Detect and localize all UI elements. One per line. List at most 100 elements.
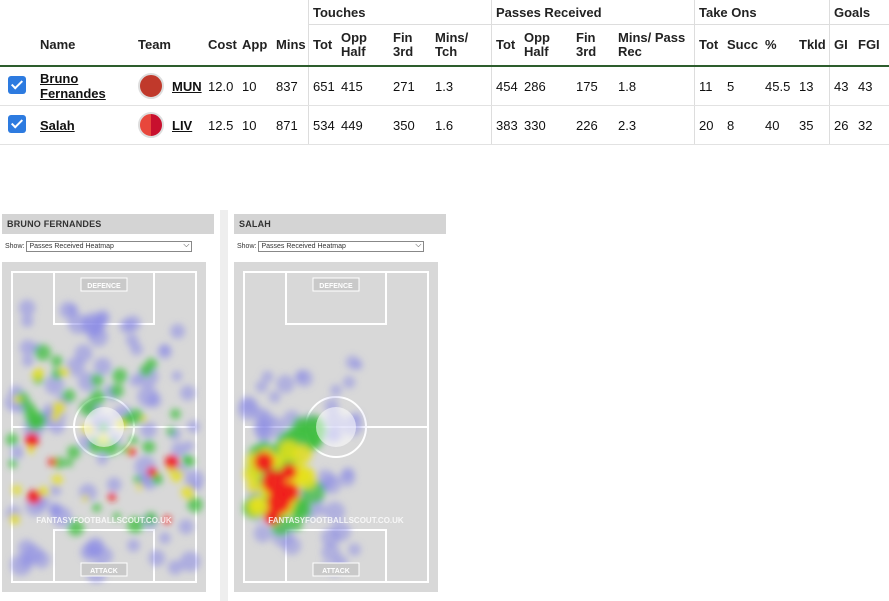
heat-spot	[128, 448, 136, 456]
mins-cell: 837	[272, 66, 309, 106]
heat-spot	[112, 512, 121, 521]
heat-spot	[10, 445, 25, 459]
col-passes-opp-half[interactable]: Opp Half	[520, 24, 572, 67]
heat-spot	[12, 485, 22, 495]
col-takeons-tot[interactable]: Tot	[694, 24, 723, 67]
heat-spot	[120, 445, 130, 454]
heatmap-type-select[interactable]: Passes Received Heatmap	[258, 240, 425, 252]
heat-spot	[167, 560, 183, 575]
heat-spot	[170, 408, 181, 420]
player-name-link[interactable]: Salah	[40, 117, 75, 133]
passes-tot-cell: 383	[491, 105, 520, 145]
defence-label: DEFENCE	[319, 283, 353, 290]
heat-spot	[171, 370, 183, 382]
heat-spot	[330, 384, 342, 396]
heat-spot	[145, 358, 158, 370]
col-fgi[interactable]: FGI	[854, 24, 889, 67]
touches-opp-half-cell: 415	[337, 66, 389, 106]
heat-spot	[166, 426, 176, 436]
col-tackled[interactable]: Tkld	[795, 24, 830, 67]
heat-spot	[34, 344, 51, 361]
col-gi[interactable]: GI	[829, 24, 854, 67]
heat-spot	[165, 455, 179, 469]
row-checkbox[interactable]	[8, 75, 26, 94]
heat-spot	[48, 458, 56, 466]
cost-cell: 12.5	[204, 105, 238, 145]
player-comparison-table: Touches Passes Received Take Ons Goals N…	[0, 0, 889, 145]
heat-spot	[137, 385, 159, 408]
heat-spot	[279, 482, 299, 502]
takeons-pct-cell: 40	[761, 105, 795, 145]
heat-spot	[22, 355, 34, 367]
row-checkbox[interactable]	[8, 114, 26, 133]
col-mins[interactable]: Mins	[272, 24, 309, 67]
heat-spot	[288, 517, 303, 532]
heat-spot	[66, 357, 85, 377]
touches-tot-cell: 651	[308, 66, 337, 106]
heat-spot	[26, 445, 35, 454]
col-takeons-succ[interactable]: Succ	[723, 24, 761, 67]
mins-per-pass-rec-cell: 1.8	[614, 66, 695, 106]
col-name[interactable]: Name	[34, 24, 134, 67]
col-passes-fin-3rd[interactable]: Fin 3rd	[572, 24, 614, 67]
heat-spot	[254, 452, 274, 472]
heat-spot	[82, 312, 104, 334]
heatmap-type-select[interactable]: Passes Received Heatmap	[26, 240, 193, 252]
club-logo-icon	[316, 407, 356, 447]
team-badge-icon	[138, 73, 164, 99]
col-passes-tot[interactable]: Tot	[491, 24, 520, 67]
takeons-pct-cell: 45.5	[761, 66, 795, 106]
col-cost[interactable]: Cost	[204, 24, 238, 67]
heat-spot	[246, 479, 261, 494]
heat-spot	[181, 454, 192, 464]
attack-label: ATTACK	[90, 568, 118, 575]
heat-spot	[183, 440, 194, 452]
team-link[interactable]: LIV	[172, 117, 193, 133]
defence-tag	[312, 277, 360, 292]
heat-spot	[255, 380, 268, 393]
heat-spot	[44, 375, 65, 395]
heat-spot	[140, 421, 157, 439]
col-touches-opp-half[interactable]: Opp Half	[337, 24, 389, 67]
heat-spot	[92, 503, 102, 513]
col-team[interactable]: Team	[134, 24, 204, 67]
player-name-link[interactable]: Bruno Fernandes	[40, 71, 106, 101]
app-cell: 10	[238, 105, 272, 145]
team-link[interactable]: MUN	[172, 78, 202, 94]
heat-spot	[247, 496, 268, 518]
heat-spot	[148, 549, 166, 567]
col-mins-per-touch[interactable]: Mins/ Tch	[431, 24, 492, 67]
heatmap-title: BRUNO FERNANDES	[2, 214, 214, 234]
col-mins-per-pass-rec[interactable]: Mins/ Pass Rec	[614, 24, 695, 67]
passes-fin-3rd-cell: 175	[572, 66, 614, 106]
watermark-text: FANTASYFOOTBALLSCOUT.CO.UK	[268, 516, 404, 525]
heat-spot	[27, 490, 41, 504]
heat-spot	[32, 367, 45, 380]
heat-spot	[96, 453, 108, 465]
heat-spot	[324, 501, 345, 523]
heat-spot	[39, 486, 50, 497]
heat-spot	[180, 385, 196, 401]
takeons-tot-cell: 20	[694, 105, 723, 145]
show-label: Show:	[237, 243, 257, 250]
passes-fin-3rd-cell: 226	[572, 105, 614, 145]
heat-spot	[108, 493, 116, 501]
attack-label: ATTACK	[322, 568, 350, 575]
heat-spot	[28, 406, 38, 416]
heat-spot	[321, 542, 341, 562]
app-cell: 10	[238, 66, 272, 106]
heat-spot	[136, 483, 144, 491]
heat-spot	[295, 370, 307, 382]
heat-spot	[171, 442, 187, 458]
col-touches-fin-3rd[interactable]: Fin 3rd	[389, 24, 431, 67]
col-takeons-pct[interactable]: %	[761, 24, 795, 67]
group-take-ons: Take Ons	[694, 0, 830, 25]
heat-spot	[237, 399, 260, 421]
heat-spot	[80, 543, 98, 561]
col-app[interactable]: App	[238, 24, 272, 67]
heat-spot	[133, 475, 142, 484]
fgi-cell: 32	[854, 105, 889, 145]
heat-spot	[253, 524, 272, 543]
heat-spot	[243, 465, 262, 483]
col-touches-tot[interactable]: Tot	[308, 24, 337, 67]
